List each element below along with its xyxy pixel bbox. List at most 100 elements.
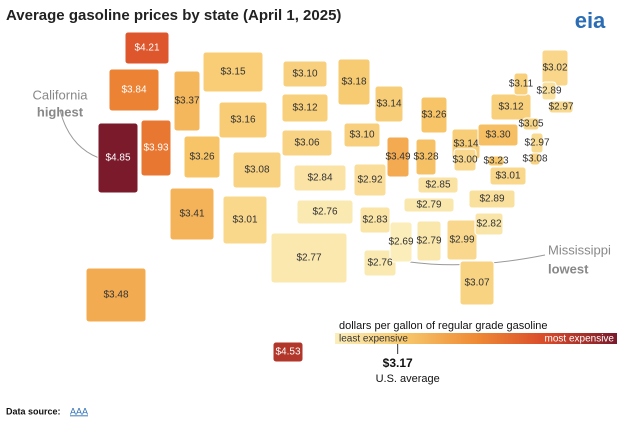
state [140, 119, 172, 177]
state-label: $3.16 [230, 115, 255, 126]
states [85, 31, 574, 363]
state-label: $3.11 [509, 79, 534, 90]
state [374, 85, 404, 123]
state [468, 189, 516, 209]
state-label: $4.85 [105, 153, 130, 164]
source-label: Data source: [6, 406, 61, 416]
state [446, 219, 478, 261]
state-label: $2.97 [524, 138, 549, 149]
state [363, 249, 397, 277]
state-label: $2.99 [449, 235, 474, 246]
average-caption: U.S. average [376, 373, 440, 385]
state-label: $2.97 [548, 102, 573, 113]
state-label: $3.14 [376, 99, 401, 110]
state [124, 31, 170, 65]
state [108, 68, 160, 112]
state-label: $4.53 [275, 347, 300, 358]
state-label: $3.37 [174, 96, 199, 107]
state [513, 72, 529, 96]
state [489, 166, 527, 186]
state [202, 51, 264, 93]
state [359, 206, 391, 234]
average-value: $3.17 [383, 356, 413, 370]
state-label: $3.01 [495, 171, 520, 182]
state-label: $3.08 [244, 165, 269, 176]
state [293, 164, 347, 192]
state [541, 81, 557, 101]
state-label: $3.18 [341, 77, 366, 88]
state-label: $2.82 [476, 219, 501, 230]
state [548, 100, 574, 114]
state-labels: $4.21 $3.84 $4.85 $3.93 $3.37 $3.15 $3.16 $3.26… [103, 43, 573, 358]
state-label: $3.93 [143, 143, 168, 154]
state-label: $3.48 [103, 290, 128, 301]
state-label: $3.10 [292, 69, 317, 80]
state-label: $3.10 [349, 130, 374, 141]
legend-bar [335, 333, 617, 344]
state [389, 221, 413, 263]
state-label: $2.89 [536, 86, 561, 97]
state-label: $4.21 [134, 43, 159, 54]
state [218, 101, 268, 139]
state [282, 60, 328, 88]
state-label: $2.92 [357, 175, 382, 186]
state [403, 197, 455, 213]
state-label: $3.12 [498, 102, 523, 113]
state [420, 96, 448, 134]
state [183, 135, 221, 179]
state [417, 176, 459, 194]
state-label: $3.23 [483, 156, 508, 167]
annotation: California [33, 87, 89, 102]
state [474, 212, 504, 236]
state-label: $3.26 [189, 152, 214, 163]
state [453, 148, 477, 172]
state-label: $2.76 [367, 258, 392, 269]
state-label: $3.02 [542, 63, 567, 74]
state-label: $3.12 [292, 103, 317, 114]
state [97, 122, 139, 194]
legend-low: least expensive [339, 334, 408, 345]
state-label: $2.69 [388, 237, 413, 248]
state-label: $2.76 [312, 207, 337, 218]
state-label: $2.77 [296, 253, 321, 264]
annotation: lowest [548, 261, 589, 276]
state-label: $3.26 [421, 110, 446, 121]
state-label: $3.14 [453, 139, 478, 150]
state [416, 220, 442, 262]
source-link[interactable]: AAA [70, 406, 88, 416]
state-label: $3.49 [385, 152, 410, 163]
state [232, 151, 282, 189]
annotation: highest [37, 104, 84, 119]
state-label: $3.07 [464, 278, 489, 289]
state [281, 93, 329, 123]
state-label: $3.28 [413, 152, 438, 163]
state-label: $3.84 [121, 85, 146, 96]
state-label: $3.15 [220, 67, 245, 78]
title: Average gasoline prices by state (April … [6, 7, 341, 24]
state-label: $2.83 [362, 215, 387, 226]
state-label: $2.89 [479, 194, 504, 205]
state [270, 232, 348, 284]
state-label: $3.06 [294, 138, 319, 149]
state-label: $3.41 [179, 209, 204, 220]
state [490, 93, 532, 121]
annotation: Mississippi [548, 242, 611, 257]
state [353, 163, 387, 197]
state [415, 138, 437, 176]
state [272, 341, 304, 363]
state [477, 123, 519, 147]
state [459, 260, 495, 306]
state [487, 155, 505, 167]
state [522, 117, 540, 131]
state [529, 152, 541, 166]
state [337, 58, 371, 106]
legend-high: most expensive [545, 334, 615, 345]
state [169, 187, 215, 241]
state [343, 122, 381, 148]
state [386, 136, 410, 178]
state-label: $3.00 [452, 155, 477, 166]
state-label: $3.01 [232, 215, 257, 226]
state-label: $2.79 [416, 236, 441, 247]
state [296, 199, 354, 225]
